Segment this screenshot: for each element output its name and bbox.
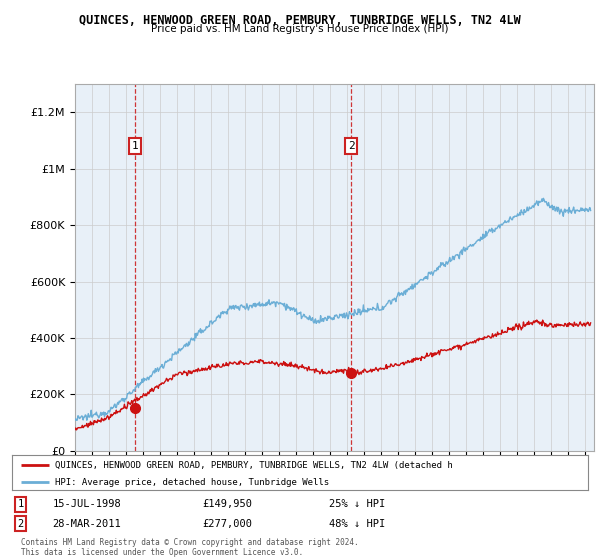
- Text: HPI: Average price, detached house, Tunbridge Wells: HPI: Average price, detached house, Tunb…: [55, 478, 329, 487]
- Text: 48% ↓ HPI: 48% ↓ HPI: [329, 519, 385, 529]
- Text: £277,000: £277,000: [202, 519, 252, 529]
- Text: 28-MAR-2011: 28-MAR-2011: [52, 519, 121, 529]
- Text: 2: 2: [17, 519, 24, 529]
- Text: 1: 1: [17, 500, 24, 510]
- Text: 2: 2: [348, 141, 355, 151]
- Text: 25% ↓ HPI: 25% ↓ HPI: [329, 500, 385, 510]
- Text: QUINCES, HENWOOD GREEN ROAD, PEMBURY, TUNBRIDGE WELLS, TN2 4LW: QUINCES, HENWOOD GREEN ROAD, PEMBURY, TU…: [79, 14, 521, 27]
- Text: Price paid vs. HM Land Registry's House Price Index (HPI): Price paid vs. HM Land Registry's House …: [151, 24, 449, 34]
- Text: £149,950: £149,950: [202, 500, 252, 510]
- Text: 1: 1: [132, 141, 139, 151]
- Text: 15-JUL-1998: 15-JUL-1998: [52, 500, 121, 510]
- Text: Contains HM Land Registry data © Crown copyright and database right 2024.
This d: Contains HM Land Registry data © Crown c…: [20, 538, 358, 557]
- Text: QUINCES, HENWOOD GREEN ROAD, PEMBURY, TUNBRIDGE WELLS, TN2 4LW (detached h: QUINCES, HENWOOD GREEN ROAD, PEMBURY, TU…: [55, 460, 453, 469]
